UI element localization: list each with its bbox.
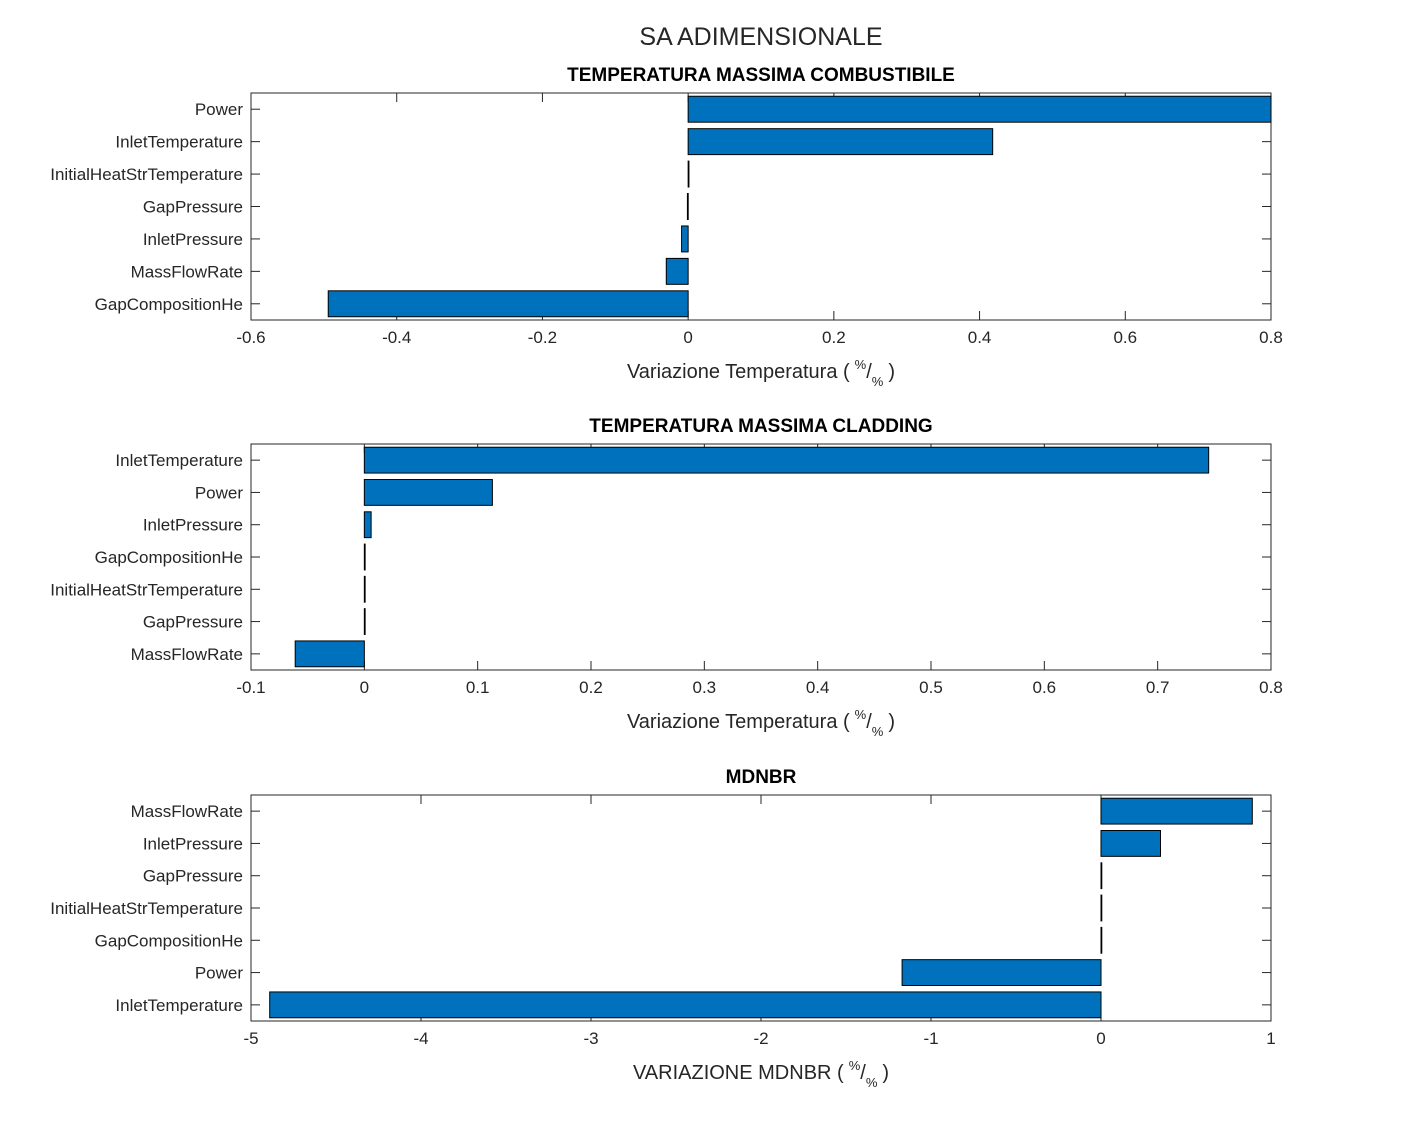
x-axis-label: VARIAZIONE MDNBR ( bbox=[633, 1062, 844, 1084]
x-tick-label: 0.4 bbox=[968, 328, 992, 347]
x-tick-label: 0.2 bbox=[579, 678, 603, 697]
x-tick-label: -0.4 bbox=[382, 328, 411, 347]
category-label: InletTemperature bbox=[115, 451, 243, 470]
x-tick-label: 0.8 bbox=[1259, 678, 1283, 697]
x-tick-label: -4 bbox=[413, 1029, 428, 1048]
x-tick-label: 0.6 bbox=[1113, 328, 1137, 347]
x-tick-label: -0.1 bbox=[236, 678, 265, 697]
bar-InletTemperature bbox=[687, 128, 994, 156]
category-label: InletTemperature bbox=[115, 996, 243, 1015]
x-tick-label: 0.4 bbox=[806, 678, 830, 697]
x-axis-label-den: % bbox=[866, 1075, 878, 1090]
x-axis-label-close: ) bbox=[888, 711, 895, 733]
x-tick-label: -5 bbox=[243, 1029, 258, 1048]
category-label: Power bbox=[195, 964, 244, 983]
panel-mdnbr: MDNBR -5 -4 -3 -2 -1 0 1 MassFlowRate InletPressu… bbox=[50, 767, 1276, 1090]
x-tick-label: 0.2 bbox=[822, 328, 846, 347]
panel-cladding-temperature: TEMPERATURA MASSIMA CLADDING -0.1 0 0.1 0.2 0… bbox=[50, 416, 1283, 739]
x-axis-label-slash: / bbox=[860, 1062, 866, 1084]
x-axis-label-num: % bbox=[855, 357, 867, 372]
bar-GapPressure bbox=[363, 608, 366, 635]
category-label: InletPressure bbox=[143, 516, 243, 535]
axes-title: TEMPERATURA MASSIMA CLADDING bbox=[589, 416, 932, 437]
x-tick-label: -2 bbox=[753, 1029, 768, 1048]
bar-InletPressure bbox=[363, 511, 372, 539]
category-label: Power bbox=[195, 100, 244, 119]
category-label: GapCompositionHe bbox=[95, 931, 243, 950]
category-label: InitialHeatStrTemperature bbox=[50, 165, 243, 184]
x-tick-label: 1 bbox=[1266, 1029, 1275, 1048]
x-tick-label: 0 bbox=[1096, 1029, 1105, 1048]
category-label: InitialHeatStrTemperature bbox=[50, 580, 243, 599]
axes-box bbox=[250, 794, 1272, 1022]
x-axis-label-slash: / bbox=[866, 361, 872, 383]
x-tick-label: 0.7 bbox=[1146, 678, 1170, 697]
x-axis-label-num: % bbox=[855, 707, 867, 722]
x-tick-label: 0.6 bbox=[1033, 678, 1057, 697]
bar-GapCompositionHe bbox=[1100, 926, 1103, 954]
category-label: MassFlowRate bbox=[131, 262, 243, 281]
axes-title: TEMPERATURA MASSIMA COMBUSTIBILE bbox=[567, 65, 955, 86]
bar-InitialHeatStrTemperature bbox=[1100, 894, 1103, 922]
figure-suptitle: SA ADIMENSIONALE bbox=[639, 23, 882, 51]
x-axis-label-close: ) bbox=[882, 1062, 889, 1084]
bar-InletTemperature bbox=[363, 446, 1210, 474]
category-label: MassFlowRate bbox=[131, 802, 243, 821]
x-axis-label-den: % bbox=[872, 724, 884, 739]
x-tick-label: 0.5 bbox=[919, 678, 943, 697]
category-label: GapPressure bbox=[143, 198, 243, 217]
axes-box bbox=[250, 92, 1272, 321]
bar-InletTemperature bbox=[269, 991, 1102, 1019]
bar-InitialHeatStrTemperature bbox=[363, 575, 366, 603]
x-tick-label: 0 bbox=[360, 678, 369, 697]
x-axis-label-num: % bbox=[849, 1058, 861, 1073]
category-label: MassFlowRate bbox=[131, 645, 243, 664]
x-tick-label: 0.3 bbox=[693, 678, 717, 697]
category-label: InletPressure bbox=[143, 230, 243, 249]
x-tick-label: -0.6 bbox=[236, 328, 265, 347]
bar-Power bbox=[687, 95, 1272, 123]
bar-InletPressure bbox=[681, 225, 689, 253]
bar-GapCompositionHe bbox=[327, 290, 689, 318]
bar-MassFlowRate bbox=[294, 640, 365, 668]
category-label: GapCompositionHe bbox=[95, 295, 243, 314]
bar-GapCompositionHe bbox=[363, 543, 366, 571]
bar-GapPressure bbox=[1100, 862, 1103, 890]
bar-MassFlowRate bbox=[1100, 797, 1253, 825]
axes-box bbox=[250, 443, 1272, 671]
bar-Power bbox=[901, 959, 1102, 986]
bar-InletPressure bbox=[1100, 830, 1161, 857]
x-axis-label-den: % bbox=[872, 374, 884, 389]
category-label: Power bbox=[195, 483, 244, 502]
category-label: InitialHeatStrTemperature bbox=[50, 899, 243, 918]
bar-MassFlowRate bbox=[665, 257, 689, 285]
x-axis-label-close: ) bbox=[888, 361, 895, 383]
category-label: InletPressure bbox=[143, 834, 243, 853]
x-tick-label: 0 bbox=[683, 328, 692, 347]
x-tick-label: -0.2 bbox=[528, 328, 557, 347]
category-label: GapCompositionHe bbox=[95, 548, 243, 567]
x-tick-label: 0.8 bbox=[1259, 328, 1283, 347]
category-label: GapPressure bbox=[143, 613, 243, 632]
x-axis-label: Variazione Temperatura ( bbox=[627, 711, 850, 733]
category-label: InletTemperature bbox=[115, 133, 243, 152]
axes-title: MDNBR bbox=[726, 767, 797, 788]
x-tick-label: -1 bbox=[923, 1029, 938, 1048]
x-axis-label: Variazione Temperatura ( bbox=[627, 361, 850, 383]
x-tick-label: 0.1 bbox=[466, 678, 490, 697]
bar-GapPressure bbox=[686, 193, 689, 220]
x-tick-label: -3 bbox=[583, 1029, 598, 1048]
category-label: GapPressure bbox=[143, 867, 243, 886]
bar-Power bbox=[363, 479, 493, 506]
x-axis-label-slash: / bbox=[866, 711, 872, 733]
panel-fuel-temperature: TEMPERATURA MASSIMA COMBUSTIBILE -0.6 -0.4… bbox=[50, 65, 1283, 389]
bar-InitialHeatStrTemperature bbox=[687, 160, 690, 188]
